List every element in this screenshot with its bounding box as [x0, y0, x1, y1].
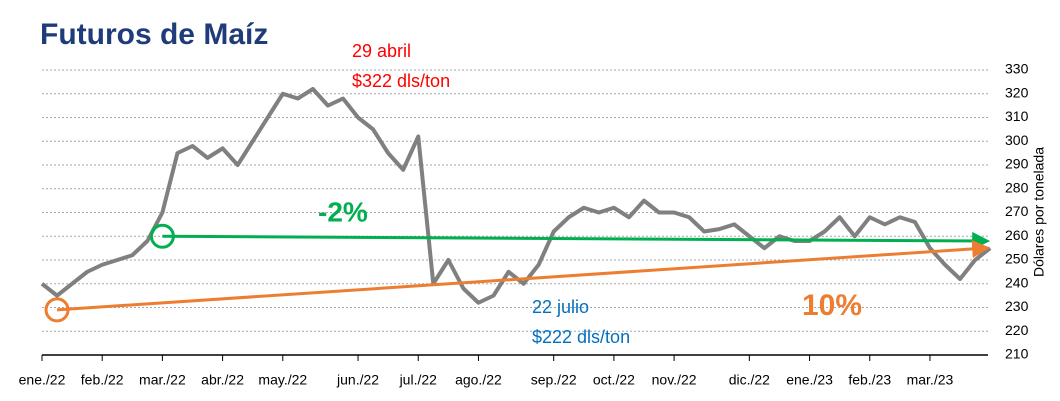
- trend-arrow: [162, 231, 991, 250]
- y-tick-label: 270: [1005, 203, 1029, 219]
- x-tick-label: mar./23: [907, 372, 954, 388]
- annotation: -2%: [318, 196, 368, 227]
- annotation: 29 abril: [352, 41, 411, 61]
- price-line: [40, 87, 992, 305]
- x-tick-label: feb./23: [848, 372, 891, 388]
- x-tick-label: mar./22: [139, 372, 186, 388]
- x-tick-label: jun./22: [336, 372, 379, 388]
- y-tick-label: 240: [1005, 274, 1029, 290]
- y-tick-label: 230: [1005, 298, 1029, 314]
- chart-title: Futuros de Maíz: [40, 18, 268, 51]
- y-tick-label: 290: [1005, 156, 1029, 172]
- x-tick-label: may./22: [258, 372, 307, 388]
- y-tick-label: 300: [1005, 132, 1029, 148]
- x-tick-label: ago./22: [455, 372, 502, 388]
- y-tick-label: 320: [1005, 84, 1029, 100]
- annotation: $322 dls/ton: [352, 71, 450, 91]
- y-tick-label: 210: [1005, 346, 1029, 362]
- start-circle: [149, 223, 175, 249]
- annotation: 22 julio: [532, 297, 589, 317]
- y-axis-label: Dólares por tonelada: [1031, 147, 1047, 277]
- y-tick-label: 260: [1005, 227, 1029, 243]
- x-tick-label: ene./23: [786, 372, 833, 388]
- x-tick-label: sep./22: [531, 372, 577, 388]
- y-tick-label: 250: [1005, 251, 1029, 267]
- trend-arrow: [56, 239, 991, 312]
- x-tick-label: feb./22: [81, 372, 124, 388]
- x-tick-label: oct./22: [593, 372, 635, 388]
- annotation: $222 dls/ton: [532, 327, 630, 347]
- x-tick-label: nov./22: [652, 372, 697, 388]
- y-tick-label: 280: [1005, 179, 1029, 195]
- y-tick-label: 330: [1005, 61, 1029, 77]
- annotation: 10%: [802, 289, 862, 322]
- start-circle: [44, 297, 70, 323]
- x-tick-label: jul./22: [399, 372, 438, 388]
- x-tick-label: dic./22: [729, 372, 770, 388]
- x-tick-label: ene./22: [19, 372, 66, 388]
- y-tick-label: 310: [1005, 108, 1029, 124]
- x-tick-label: abr./22: [201, 372, 244, 388]
- y-tick-label: 220: [1005, 322, 1029, 338]
